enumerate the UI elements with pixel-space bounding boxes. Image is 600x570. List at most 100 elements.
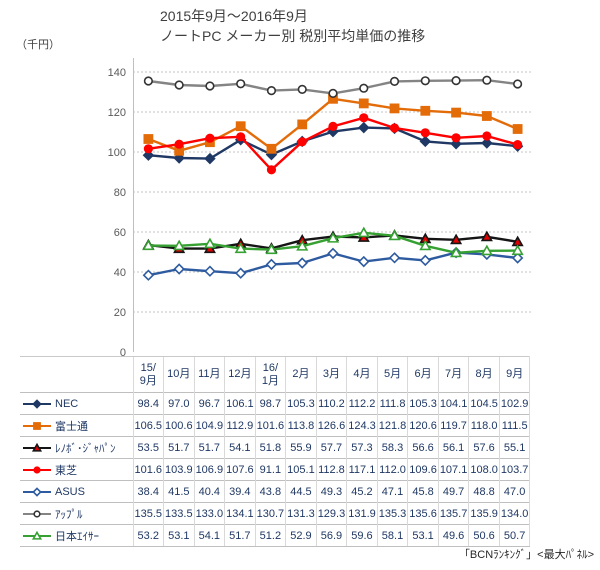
value-cell: 103.9 xyxy=(163,458,195,481)
month-header: 16/1月 xyxy=(254,356,286,393)
value-cell: 101.6 xyxy=(132,458,164,481)
value-cell: 45.2 xyxy=(346,480,378,503)
value-cell: 51.7 xyxy=(193,436,225,459)
triangle-open-icon xyxy=(23,530,51,540)
table-header-row: 15/9月 10月 11月 12月 16/1月 2月 3月 4月 5月 6月 7月 8月 9月 xyxy=(20,356,531,393)
series-legend-cell: NEC xyxy=(20,392,133,415)
value-cell: 101.6 xyxy=(254,414,286,437)
value-cell: 107.6 xyxy=(224,458,256,481)
value-cell: 58.3 xyxy=(376,436,408,459)
value-cell: 53.5 xyxy=(132,436,164,459)
value-cell: 104.9 xyxy=(193,414,225,437)
value-cell: 49.7 xyxy=(437,480,469,503)
month-header: 2月 xyxy=(285,356,317,393)
value-cell: 98.7 xyxy=(254,392,286,415)
value-cell: 56.9 xyxy=(315,524,347,547)
circle-open-icon xyxy=(23,509,51,518)
value-cell: 41.5 xyxy=(163,480,195,503)
diamond-open-icon xyxy=(23,486,51,497)
month-header: 12月 xyxy=(224,356,256,393)
value-cell: 134.0 xyxy=(498,502,531,525)
chart-title-line2: ノートPC メーカー別 税別平均単価の推移 xyxy=(160,28,426,44)
month-header: 6月 xyxy=(407,356,439,393)
value-cell: 47.0 xyxy=(498,480,531,503)
value-cell: 57.3 xyxy=(346,436,378,459)
series-name: ASUS xyxy=(55,485,85,498)
month-header: 5月 xyxy=(376,356,408,393)
month-header: 3月 xyxy=(315,356,347,393)
value-cell: 112.2 xyxy=(346,392,378,415)
value-cell: 49.3 xyxy=(315,480,347,503)
value-cell: 55.9 xyxy=(285,436,317,459)
value-cell: 112.8 xyxy=(315,458,347,481)
series-name: ﾚﾉﾎﾞ･ｼﾞｬﾊﾟﾝ xyxy=(55,442,116,455)
value-cell: 51.7 xyxy=(224,524,256,547)
square-icon xyxy=(23,421,51,430)
value-cell: 54.1 xyxy=(224,436,256,459)
value-cell: 98.4 xyxy=(132,392,164,415)
series-legend-cell: 富士通 xyxy=(20,414,133,437)
value-cell: 51.8 xyxy=(254,436,286,459)
month-header: 9月 xyxy=(498,356,531,393)
value-cell: 52.9 xyxy=(285,524,317,547)
value-cell: 56.1 xyxy=(437,436,469,459)
table-row: NEC 98.4 97.0 96.7 106.1 98.7 105.3 110.2 112.2 1… xyxy=(20,392,531,415)
value-cell: 135.3 xyxy=(376,502,408,525)
value-cell: 111.8 xyxy=(376,392,408,415)
value-cell: 45.8 xyxy=(407,480,439,503)
price-trend-line-chart: 0 20 40 60 80 100 120 140 xyxy=(108,58,533,356)
month-header: 8月 xyxy=(468,356,500,393)
value-cell: 55.1 xyxy=(498,436,531,459)
legend-column-header xyxy=(20,356,133,393)
y-tick-label: 60 xyxy=(114,227,126,239)
y-axis-unit-label: （千円） xyxy=(16,39,60,51)
series-name: 日本ｴｲｻｰ xyxy=(55,530,99,543)
value-cell: 53.2 xyxy=(132,524,164,547)
table-row: ﾚﾉﾎﾞ･ｼﾞｬﾊﾟﾝ 53.5 51.7 51.7 54.1 51.8 55.9 57.7 5… xyxy=(20,436,531,459)
series-name: 東芝 xyxy=(55,464,77,477)
value-cell: 49.6 xyxy=(437,524,469,547)
y-tick-label: 20 xyxy=(114,307,126,319)
value-cell: 119.7 xyxy=(437,414,469,437)
series-name: 富士通 xyxy=(55,420,88,433)
value-cell: 107.1 xyxy=(437,458,469,481)
value-cell: 102.9 xyxy=(498,392,531,415)
value-cell: 135.5 xyxy=(132,502,164,525)
value-cell: 133.5 xyxy=(163,502,195,525)
value-cell: 131.9 xyxy=(346,502,378,525)
value-cell: 47.1 xyxy=(376,480,408,503)
value-cell: 56.6 xyxy=(407,436,439,459)
value-cell: 57.6 xyxy=(468,436,500,459)
value-cell: 135.7 xyxy=(437,502,469,525)
source-note: 「BCNﾗﾝｷﾝｸﾞ」<最大ﾊﾟﾈﾙ> xyxy=(458,549,594,561)
series-legend-cell: 日本ｴｲｻｰ xyxy=(20,524,133,547)
value-cell: 57.7 xyxy=(315,436,347,459)
y-tick-label: 80 xyxy=(114,187,126,199)
value-cell: 58.1 xyxy=(376,524,408,547)
data-table: 15/9月 10月 11月 12月 16/1月 2月 3月 4月 5月 6月 7月 8月 9月 NEC 98… xyxy=(20,356,531,547)
month-header: 11月 xyxy=(193,356,225,393)
value-cell: 109.6 xyxy=(407,458,439,481)
value-cell: 117.1 xyxy=(346,458,378,481)
y-tick-label: 40 xyxy=(114,267,126,279)
y-tick-label: 100 xyxy=(108,147,126,159)
value-cell: 104.1 xyxy=(437,392,469,415)
value-cell: 96.7 xyxy=(193,392,225,415)
value-cell: 112.0 xyxy=(376,458,408,481)
value-cell: 131.3 xyxy=(285,502,317,525)
y-tick-label: 120 xyxy=(108,107,126,119)
table-row: 日本ｴｲｻｰ 53.2 53.1 54.1 51.7 51.2 52.9 56.9 59.6 58… xyxy=(20,524,531,547)
value-cell: 113.8 xyxy=(285,414,317,437)
month-header: 15/9月 xyxy=(132,356,164,393)
chart-title: 2015年9月～2016年9月 ノートPC メーカー別 税別平均単価の推移 xyxy=(160,6,425,46)
value-cell: 135.9 xyxy=(468,502,500,525)
value-cell: 43.8 xyxy=(254,480,286,503)
value-cell: 106.1 xyxy=(224,392,256,415)
value-cell: 50.6 xyxy=(468,524,500,547)
value-cell: 100.6 xyxy=(163,414,195,437)
value-cell: 105.3 xyxy=(285,392,317,415)
table-row: ASUS 38.4 41.5 40.4 39.4 43.8 44.5 49.3 45.2 47.1… xyxy=(20,480,531,503)
value-cell: 51.2 xyxy=(254,524,286,547)
value-cell: 126.6 xyxy=(315,414,347,437)
